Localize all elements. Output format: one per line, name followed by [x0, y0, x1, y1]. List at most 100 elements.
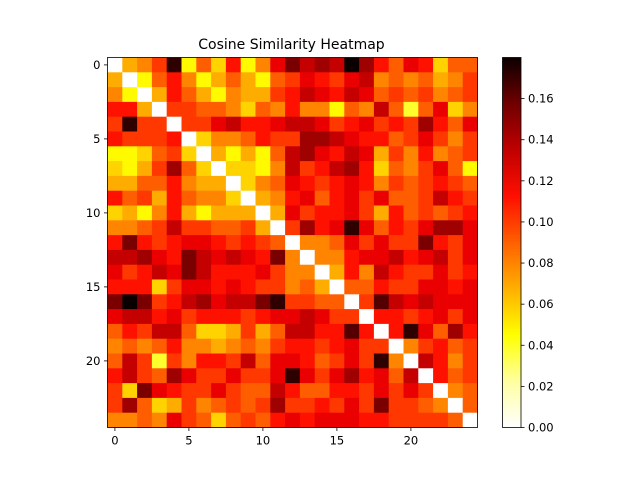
heatmap-cell	[299, 412, 316, 428]
heatmap-cell	[166, 294, 182, 310]
heatmap-cell	[137, 116, 153, 132]
heatmap-cell	[122, 72, 138, 88]
heatmap-cell	[359, 397, 375, 414]
heatmap-cell	[388, 279, 404, 295]
heatmap-cell	[181, 131, 197, 147]
colorbar-ticks: 0.00 0.02 0.04 0.06 0.08 0.10 0.12 0.14 0.16	[521, 92, 554, 435]
heatmap-cell	[270, 294, 286, 310]
heatmap-cell	[344, 72, 360, 88]
heatmap-cell	[181, 235, 197, 251]
heatmap-cell	[255, 294, 271, 310]
heatmap-cell	[151, 235, 168, 251]
heatmap-cell	[418, 294, 434, 310]
heatmap-cell	[329, 161, 345, 177]
heatmap-cell	[270, 383, 286, 399]
heatmap-cell	[299, 368, 316, 384]
heatmap-cell	[196, 397, 212, 414]
colorbar-tick-label: 0.16	[528, 92, 554, 106]
heatmap-cell	[314, 220, 330, 236]
heatmap-cell	[314, 57, 330, 73]
x-tick-label: 0	[111, 434, 118, 448]
heatmap-cell	[388, 368, 404, 384]
heatmap-cell	[359, 146, 375, 162]
heatmap-cell	[373, 175, 390, 192]
heatmap-cell	[151, 101, 168, 118]
heatmap-cell	[240, 57, 256, 73]
heatmap-cell	[225, 116, 242, 132]
heatmap-cell	[166, 368, 182, 384]
heatmap-cell	[151, 116, 168, 132]
heatmap-cell	[462, 57, 478, 73]
heatmap-cell	[418, 264, 434, 280]
heatmap-cell	[196, 249, 212, 266]
heatmap-cell	[107, 323, 123, 340]
heatmap-cell	[240, 101, 256, 118]
heatmap-cell	[211, 294, 227, 310]
heatmap-cell	[359, 72, 375, 88]
heatmap-cell	[240, 294, 256, 310]
heatmap-cell	[270, 397, 286, 414]
heatmap-cell	[151, 368, 168, 384]
heatmap-cell	[196, 353, 212, 369]
heatmap-cell	[122, 338, 138, 354]
heatmap-cell	[285, 205, 301, 221]
heatmap-cell	[211, 101, 227, 118]
heatmap-cell	[299, 294, 316, 310]
heatmap-cell	[255, 116, 271, 132]
heatmap-cell	[388, 412, 404, 428]
heatmap-cell	[181, 72, 197, 88]
heatmap-cell	[299, 249, 316, 266]
heatmap-cell	[314, 323, 330, 340]
heatmap-cell	[255, 323, 271, 340]
heatmap-cell	[285, 220, 301, 236]
heatmap-cell	[181, 190, 197, 206]
heatmap-cell	[359, 383, 375, 399]
heatmap-cell	[181, 353, 197, 369]
heatmap-cell	[285, 235, 301, 251]
heatmap-cell	[196, 131, 212, 147]
heatmap-cell	[225, 264, 242, 280]
heatmap-cell	[447, 235, 464, 251]
heatmap-cell	[403, 353, 419, 369]
heatmap-cell	[107, 161, 123, 177]
heatmap-cell	[270, 205, 286, 221]
heatmap-cell	[388, 161, 404, 177]
heatmap-cell	[122, 323, 138, 340]
heatmap-cell	[388, 235, 404, 251]
heatmap-cell	[225, 205, 242, 221]
heatmap-cell	[137, 57, 153, 73]
heatmap-cell	[447, 309, 464, 325]
heatmap-cell	[225, 72, 242, 88]
heatmap-cell	[462, 294, 478, 310]
heatmap-cell	[314, 131, 330, 147]
heatmap-cell	[107, 383, 123, 399]
heatmap-cell	[225, 323, 242, 340]
heatmap-cell	[151, 323, 168, 340]
heatmap-cell	[151, 131, 168, 147]
heatmap-cell	[137, 309, 153, 325]
heatmap-cell	[122, 205, 138, 221]
heatmap-cell	[344, 397, 360, 414]
heatmap-cell	[255, 72, 271, 88]
heatmap-cell	[196, 338, 212, 354]
heatmap-cell	[299, 205, 316, 221]
heatmap-cell	[211, 249, 227, 266]
heatmap-cell	[240, 87, 256, 103]
heatmap-cell	[122, 235, 138, 251]
heatmap-cell	[329, 368, 345, 384]
heatmap-cell	[418, 101, 434, 118]
heatmap-cell	[166, 116, 182, 132]
heatmap-cell	[240, 264, 256, 280]
heatmap-cell	[359, 205, 375, 221]
heatmap-cell	[255, 397, 271, 414]
heatmap-cell	[122, 249, 138, 266]
heatmap-cell	[211, 161, 227, 177]
heatmap-cell	[285, 294, 301, 310]
heatmap-cell	[329, 101, 345, 118]
heatmap-cell	[122, 412, 138, 428]
heatmap-cell	[166, 353, 182, 369]
colorbar-tick-label: 0.06	[528, 297, 554, 311]
heatmap-cell	[373, 101, 390, 118]
heatmap-cell	[329, 175, 345, 192]
heatmap-cell	[403, 235, 419, 251]
